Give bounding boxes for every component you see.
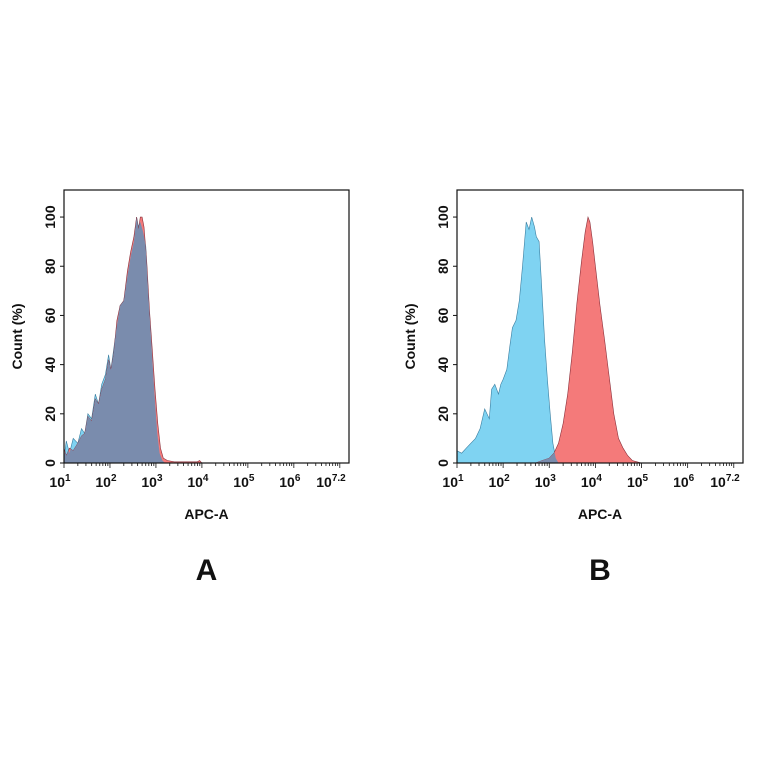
- tick-base: 10: [489, 474, 505, 490]
- x-tick-label: 107.2: [710, 473, 740, 490]
- y-tick-label: 40: [42, 357, 58, 373]
- tick-base: 10: [49, 474, 65, 490]
- tick-exponent: 3: [550, 473, 556, 484]
- y-tick-label: 80: [435, 258, 451, 274]
- tick-exponent: 6: [295, 473, 301, 484]
- tick-base: 10: [233, 474, 249, 490]
- plot-frame: [63, 189, 350, 464]
- tick-exponent: 5: [249, 473, 255, 484]
- tick-exponent: 5: [643, 473, 649, 484]
- tick-base: 10: [187, 474, 203, 490]
- y-tick-label: 0: [42, 459, 58, 467]
- tick-base: 10: [279, 474, 295, 490]
- histogram-overlap: [64, 217, 166, 463]
- tick-exponent: 7.2: [726, 473, 740, 484]
- tick-base: 10: [141, 474, 157, 490]
- tick-base: 10: [581, 474, 597, 490]
- x-tick-label: 103: [535, 473, 557, 490]
- tick-exponent: 2: [504, 473, 510, 484]
- x-axis-label: APC-A: [578, 506, 622, 522]
- y-axis-label: Count (%): [9, 303, 25, 369]
- histogram-control: [456, 217, 560, 464]
- x-tick-label: 104: [187, 473, 209, 490]
- y-tick-label: 20: [42, 406, 58, 422]
- y-axis-label: Count (%): [402, 303, 418, 369]
- tick-exponent: 6: [689, 473, 695, 484]
- tick-base: 10: [95, 474, 111, 490]
- x-tick-label: 101: [49, 473, 71, 490]
- tick-base: 10: [673, 474, 689, 490]
- tick-exponent: 1: [458, 473, 464, 484]
- tick-exponent: 1: [65, 473, 71, 484]
- y-tick-label: 80: [42, 258, 58, 274]
- tick-base: 10: [710, 474, 726, 490]
- y-tick-label: 100: [435, 205, 451, 229]
- y-tick-label: 0: [435, 459, 451, 467]
- x-tick-label: 107.2: [316, 473, 346, 490]
- tick-exponent: 4: [596, 473, 602, 484]
- histogram-sample: [535, 216, 642, 464]
- y-tick-label: 60: [42, 307, 58, 323]
- x-tick-label: 105: [233, 473, 255, 490]
- x-tick-label: 106: [673, 473, 695, 490]
- tick-base: 10: [627, 474, 643, 490]
- panel-label: B: [589, 554, 611, 587]
- tick-exponent: 7.2: [332, 473, 346, 484]
- y-tick-label: 60: [435, 307, 451, 323]
- tick-exponent: 4: [203, 473, 209, 484]
- tick-base: 10: [442, 474, 458, 490]
- x-tick-label: 102: [489, 473, 511, 490]
- x-tick-label: 102: [95, 473, 117, 490]
- x-tick-label: 104: [581, 473, 603, 490]
- plot-frame: [456, 189, 744, 464]
- x-axis-label: APC-A: [184, 506, 228, 522]
- x-tick-label: 101: [442, 473, 464, 490]
- tick-base: 10: [316, 474, 332, 490]
- x-tick-label: 103: [141, 473, 163, 490]
- panel-label: A: [196, 554, 218, 587]
- y-tick-label: 20: [435, 406, 451, 422]
- tick-exponent: 3: [157, 473, 163, 484]
- x-tick-label: 105: [627, 473, 649, 490]
- x-tick-label: 106: [279, 473, 301, 490]
- tick-exponent: 2: [111, 473, 117, 484]
- y-tick-label: 100: [42, 205, 58, 229]
- tick-base: 10: [535, 474, 551, 490]
- y-tick-label: 40: [435, 357, 451, 373]
